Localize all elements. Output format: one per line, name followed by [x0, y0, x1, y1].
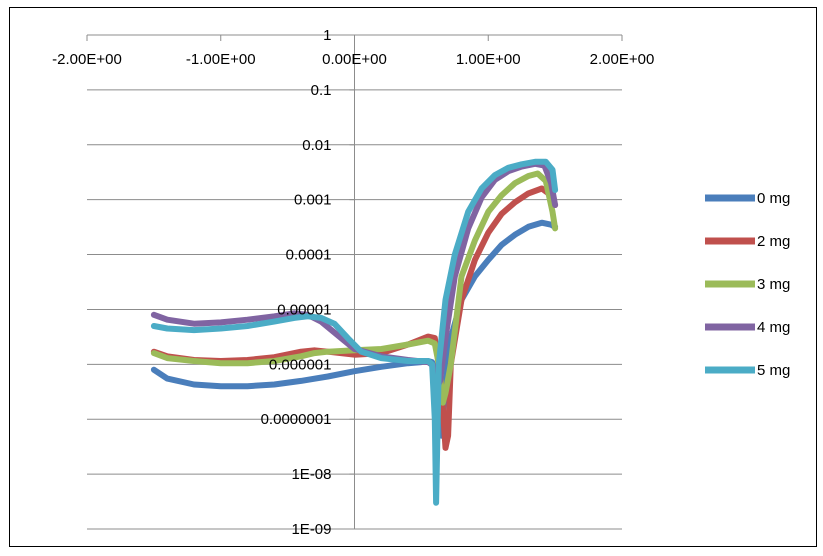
legend: 0 mg 2 mg 3 mg 4 mg 5 mg [705, 190, 790, 379]
tick-labels: -2.00E+00 -1.00E+00 0.00E+00 1.00E+00 2.00E+… [52, 27, 654, 538]
y-tick-label: 1E-08 [291, 466, 331, 483]
y-tick-label: 0.00001 [277, 301, 331, 318]
y-tick-label: 0.001 [294, 192, 332, 209]
series-line-3-mg [150, 170, 559, 406]
chart: -2.00E+00 -1.00E+00 0.00E+00 1.00E+00 2.00E+… [52, 27, 790, 538]
legend-label: 5 mg [757, 362, 790, 379]
x-tick-label: -2.00E+00 [52, 51, 122, 68]
legend-label: 4 mg [757, 319, 790, 336]
y-tick-label: 0.0001 [286, 247, 332, 264]
legend-label: 2 mg [757, 233, 790, 250]
y-tick-label: 0.0000001 [261, 411, 332, 428]
y-tick-label: 1 [323, 27, 331, 44]
x-tick-label: -1.00E+00 [186, 51, 256, 68]
series-line-5-mg [150, 158, 559, 506]
legend-label: 0 mg [757, 190, 790, 207]
y-tick-label: 0.01 [302, 137, 331, 154]
x-tick-label: 0.00E+00 [322, 51, 387, 68]
series-lines [150, 158, 559, 506]
y-tick-label: 0.000001 [269, 356, 332, 373]
x-tick-label: 2.00E+00 [590, 51, 655, 68]
x-tick-label: 1.00E+00 [456, 51, 521, 68]
y-tick-label: 1E-09 [291, 521, 331, 538]
y-tick-label: 0.1 [311, 82, 332, 99]
axes [86, 34, 623, 530]
chart-frame: -2.00E+00 -1.00E+00 0.00E+00 1.00E+00 2.00E+… [9, 7, 817, 547]
legend-label: 3 mg [757, 276, 790, 293]
